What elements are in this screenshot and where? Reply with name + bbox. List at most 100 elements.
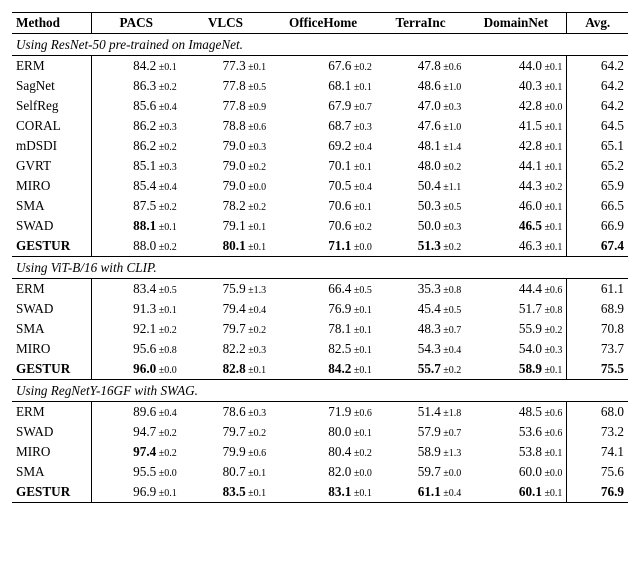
std: ±0.2 [542,182,563,193]
value-cell: 95.6 ±0.8 [91,339,180,359]
value-cell: 79.7 ±0.2 [181,422,270,442]
std: ±0.2 [156,202,177,213]
table-row: GESTUR96.0 ±0.082.8 ±0.184.2 ±0.155.7 ±0… [12,359,628,380]
mean: 80.1 [223,238,246,253]
table-row: SWAD91.3 ±0.179.4 ±0.476.9 ±0.145.4 ±0.5… [12,299,628,319]
value-cell: 79.7 ±0.2 [181,319,270,339]
value-cell: 50.3 ±0.5 [376,196,465,216]
mean: 61.1 [418,484,441,499]
value-cell: 67.6 ±0.2 [270,56,376,77]
mean: 71.9 [328,404,351,419]
std: ±0.1 [351,325,372,336]
table-row: SagNet86.3 ±0.277.8 ±0.568.1 ±0.148.6 ±1… [12,76,628,96]
std: ±0.6 [542,408,563,419]
value-cell: 83.1 ±0.1 [270,482,376,503]
value-cell: 70.5 ±0.4 [270,176,376,196]
value-cell: 86.3 ±0.2 [91,76,180,96]
value-cell: 48.3 ±0.7 [376,319,465,339]
avg-cell: 76.9 [567,482,628,503]
mean: 48.1 [418,138,441,153]
table-row: MIRO85.4 ±0.479.0 ±0.070.5 ±0.450.4 ±1.1… [12,176,628,196]
std: ±0.0 [542,468,563,479]
mean: 48.3 [418,321,441,336]
value-cell: 42.8 ±0.1 [465,136,567,156]
avg-cell: 64.5 [567,116,628,136]
std: ±0.0 [351,468,372,479]
value-cell: 83.4 ±0.5 [91,279,180,300]
std: ±0.0 [246,182,267,193]
mean: 70.5 [328,178,351,193]
std: ±1.0 [441,122,462,133]
mean: 71.1 [328,238,351,253]
std: ±1.3 [246,285,267,296]
mean: 96.0 [133,361,156,376]
std: ±0.1 [542,202,563,213]
value-cell: 86.2 ±0.3 [91,116,180,136]
std: ±0.3 [351,122,372,133]
std: ±0.1 [246,365,267,376]
value-cell: 44.0 ±0.1 [465,56,567,77]
mean: 79.9 [223,444,246,459]
value-cell: 61.1 ±0.4 [376,482,465,503]
std: ±0.1 [351,82,372,93]
col-method: Method [12,13,91,34]
table-row: mDSDI86.2 ±0.279.0 ±0.369.2 ±0.448.1 ±1.… [12,136,628,156]
value-cell: 50.0 ±0.3 [376,216,465,236]
avg-cell: 75.5 [567,359,628,380]
value-cell: 78.6 ±0.3 [181,402,270,423]
std: ±0.9 [246,102,267,113]
mean: 88.0 [133,238,156,253]
value-cell: 44.4 ±0.6 [465,279,567,300]
mean: 55.9 [519,321,542,336]
value-cell: 80.1 ±0.1 [181,236,270,257]
std: ±0.1 [246,468,267,479]
method-cell: SMA [12,462,91,482]
std: ±0.1 [351,345,372,356]
mean: 92.1 [133,321,156,336]
mean: 48.0 [418,158,441,173]
mean: 83.5 [223,484,246,499]
table-row: GESTUR88.0 ±0.280.1 ±0.171.1 ±0.051.3 ±0… [12,236,628,257]
value-cell: 82.8 ±0.1 [181,359,270,380]
value-cell: 92.1 ±0.2 [91,319,180,339]
avg-cell: 74.1 [567,442,628,462]
mean: 89.6 [133,404,156,419]
mean: 60.1 [519,484,542,499]
mean: 46.5 [519,218,542,233]
value-cell: 48.0 ±0.2 [376,156,465,176]
value-cell: 82.2 ±0.3 [181,339,270,359]
mean: 48.6 [418,78,441,93]
col-officehome: OfficeHome [270,13,376,34]
std: ±0.1 [542,62,563,73]
avg-cell: 65.9 [567,176,628,196]
std: ±0.1 [246,62,267,73]
std: ±0.0 [156,468,177,479]
std: ±0.1 [156,62,177,73]
std: ±0.8 [156,345,177,356]
std: ±0.1 [542,142,563,153]
std: ±0.6 [542,428,563,439]
value-cell: 82.0 ±0.0 [270,462,376,482]
value-cell: 80.7 ±0.1 [181,462,270,482]
avg-cell: 64.2 [567,56,628,77]
col-domainnet: DomainNet [465,13,567,34]
std: ±0.1 [351,488,372,499]
std: ±0.1 [246,242,267,253]
value-cell: 47.8 ±0.6 [376,56,465,77]
value-cell: 78.8 ±0.6 [181,116,270,136]
value-cell: 85.1 ±0.3 [91,156,180,176]
value-cell: 68.1 ±0.1 [270,76,376,96]
method-cell: SagNet [12,76,91,96]
value-cell: 60.1 ±0.1 [465,482,567,503]
std: ±0.2 [246,202,267,213]
mean: 55.7 [418,361,441,376]
std: ±0.4 [156,408,177,419]
value-cell: 84.2 ±0.1 [91,56,180,77]
mean: 51.3 [418,238,441,253]
std: ±0.7 [351,102,372,113]
value-cell: 84.2 ±0.1 [270,359,376,380]
value-cell: 51.3 ±0.2 [376,236,465,257]
mean: 41.5 [519,118,542,133]
value-cell: 35.3 ±0.8 [376,279,465,300]
mean: 79.7 [223,424,246,439]
